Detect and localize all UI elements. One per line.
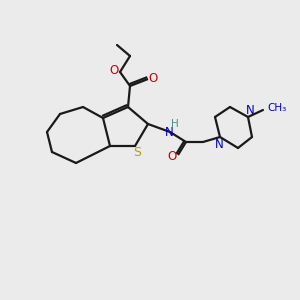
Text: N: N bbox=[165, 125, 173, 139]
Text: H: H bbox=[171, 119, 179, 129]
Text: N: N bbox=[246, 103, 254, 116]
Text: O: O bbox=[167, 149, 177, 163]
Text: O: O bbox=[148, 73, 158, 85]
Text: CH₃: CH₃ bbox=[267, 103, 286, 113]
Text: S: S bbox=[133, 146, 141, 160]
Text: O: O bbox=[110, 64, 118, 77]
Text: N: N bbox=[214, 137, 224, 151]
